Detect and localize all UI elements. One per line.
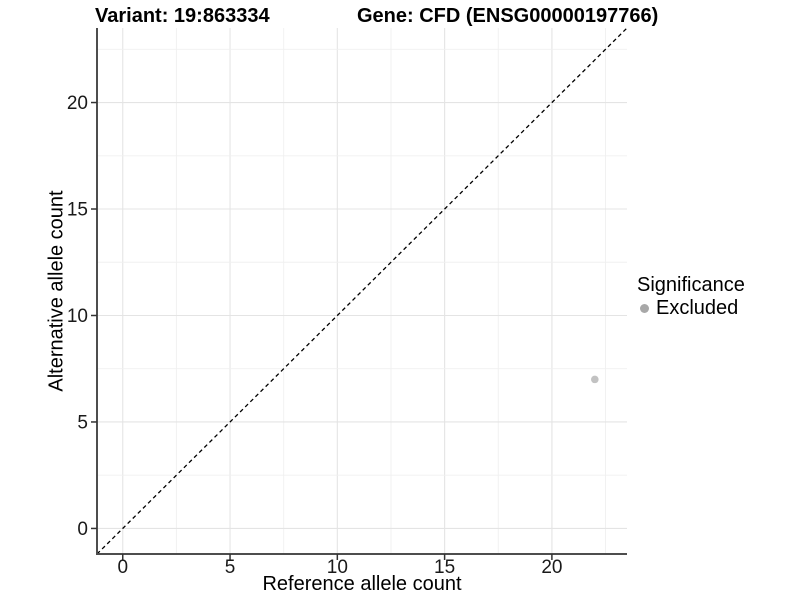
x-tick-label: 20 xyxy=(541,557,562,578)
legend-title: Significance xyxy=(637,274,745,296)
x-tick-label: 10 xyxy=(327,557,348,578)
legend-swatch-circle-icon xyxy=(640,303,649,313)
y-tick-label: 5 xyxy=(77,412,88,433)
data-point xyxy=(591,375,599,384)
y-tick-label: 15 xyxy=(67,200,88,221)
plot-title-gene: Gene: CFD (ENSG00000197766) xyxy=(357,5,659,27)
legend-item-excluded: Excluded xyxy=(637,297,745,319)
y-tick-label: 10 xyxy=(67,306,88,327)
x-tick-label: 5 xyxy=(225,557,236,578)
x-tick-label: 15 xyxy=(434,557,455,578)
x-tick-label: 0 xyxy=(117,557,128,578)
identity-dashed-line xyxy=(96,27,628,555)
y-axis-title: Alternative allele count xyxy=(45,190,68,392)
legend: Significance Excluded xyxy=(637,274,745,319)
y-tick-label: 20 xyxy=(67,93,88,114)
legend-item-label: Excluded xyxy=(656,297,739,319)
y-tick-label: 0 xyxy=(77,519,88,540)
x-axis-title: Reference allele count xyxy=(262,573,462,595)
plot-title-variant: Variant: 19:863334 xyxy=(95,5,270,27)
